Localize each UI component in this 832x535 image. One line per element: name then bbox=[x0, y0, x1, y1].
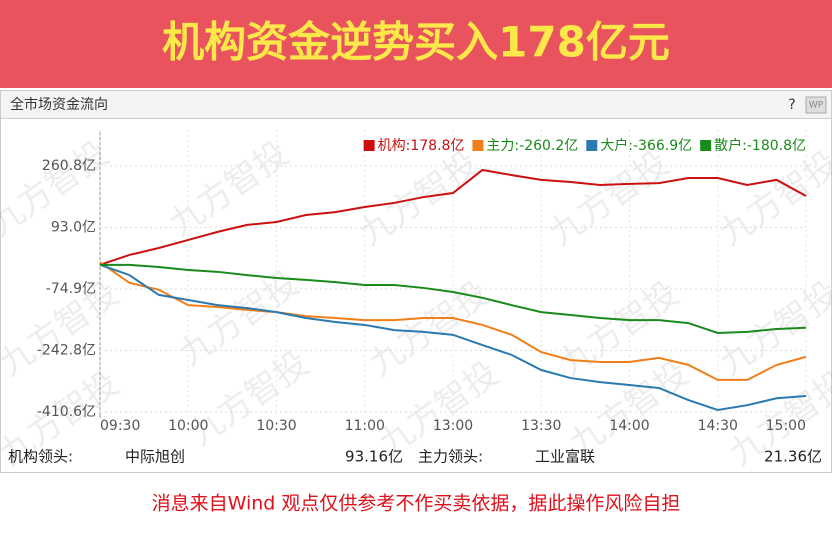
footer-value: 93.16亿 bbox=[345, 448, 403, 466]
x-tick-label: 13:30 bbox=[521, 418, 561, 434]
x-tick-label: 11:00 bbox=[345, 418, 385, 434]
series-line bbox=[99, 261, 807, 381]
series-line bbox=[100, 263, 807, 335]
footer-label: 机构领头: bbox=[8, 448, 73, 466]
badge: WP bbox=[809, 101, 824, 111]
panel-title: 全市场资金流向 bbox=[10, 96, 108, 113]
legend-swatch bbox=[586, 140, 598, 151]
legend-swatch bbox=[363, 140, 375, 151]
footer-stock: 中际旭创 bbox=[125, 448, 185, 466]
badge-box bbox=[805, 96, 827, 114]
legend-label: 机构:178.8亿 bbox=[378, 138, 465, 154]
y-tick-label: 93.0亿 bbox=[51, 219, 96, 235]
disclaimer: 消息来自Wind 观点仅供参考不作买卖依据，据此操作风险自担 bbox=[152, 493, 681, 515]
y-tick-label: 260.8亿 bbox=[42, 158, 96, 174]
legend-swatch bbox=[472, 140, 484, 151]
series-line bbox=[99, 168, 807, 266]
x-tick-label: 13:00 bbox=[433, 418, 473, 434]
legend-label: 主力:-260.2亿 bbox=[486, 138, 578, 154]
footer-stock: 工业富联 bbox=[535, 448, 595, 466]
footer-label: 主力领头: bbox=[418, 448, 483, 466]
y-tick-label: -410.6亿 bbox=[37, 404, 96, 420]
x-tick-label: 15:00 bbox=[766, 418, 806, 434]
x-tick-label: 10:00 bbox=[168, 418, 208, 434]
banner-title: 机构资金逆势买入178亿元 bbox=[162, 18, 670, 67]
x-tick-label: 14:00 bbox=[609, 418, 649, 434]
legend-label: 大户:-366.9亿 bbox=[600, 137, 692, 154]
footer-value: 21.36亿 bbox=[764, 448, 822, 466]
y-tick-label: -74.9亿 bbox=[46, 281, 96, 297]
legend-label: 散户:-180.8亿 bbox=[714, 137, 806, 154]
banner bbox=[0, 0, 832, 88]
legend-swatch bbox=[700, 140, 712, 151]
x-tick-label: 10:30 bbox=[256, 418, 296, 434]
panel-header bbox=[0, 90, 832, 119]
y-tick-label: -242.8亿 bbox=[37, 343, 96, 359]
x-tick-label: 09:30 bbox=[100, 418, 140, 434]
series-line bbox=[99, 263, 807, 411]
help-icon[interactable]: ? bbox=[788, 97, 795, 113]
x-tick-label: 14:30 bbox=[698, 418, 738, 434]
